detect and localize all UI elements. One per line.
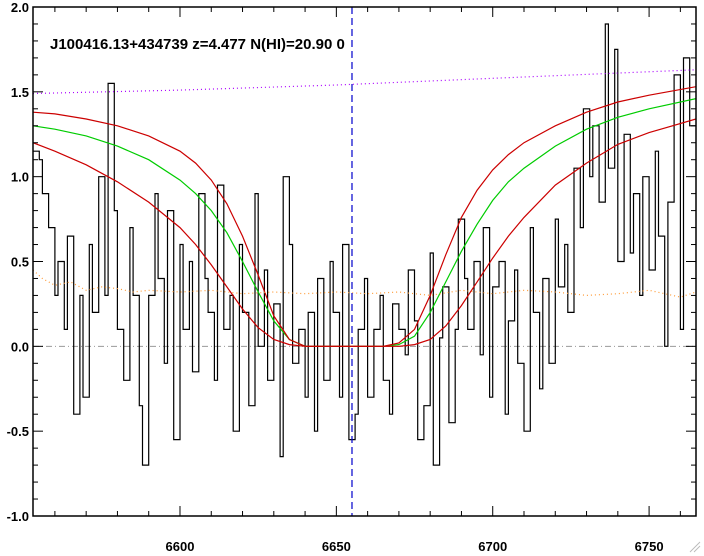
x-tick-label: 6600 [166, 539, 195, 554]
series-layer [33, 7, 696, 516]
x-tick-label: 6650 [322, 539, 351, 554]
axis-layer: 6600 6650 6700 6750 -1.0 -0.5 0.0 0.5 1.0 1.5 2.0 [7, 0, 697, 554]
x-tick-label: 6700 [478, 539, 507, 554]
chart-title: J100416.13+434739 z=4.477 N(HI)=20.90 0 [50, 36, 345, 53]
y-tick-label: 1.5 [11, 85, 29, 100]
resize-corner-icon [689, 541, 701, 553]
series-line-5 [33, 269, 696, 298]
x-tick-label: 6750 [635, 539, 664, 554]
y-tick-label: 0.0 [11, 339, 29, 354]
plot-area [33, 7, 696, 516]
y-tick-label: 1.0 [11, 170, 29, 185]
plot-frame [32, 6, 697, 517]
y-tick-label: -1.0 [7, 509, 29, 524]
y-tick-label: 0.5 [11, 255, 29, 270]
series-line-3 [33, 118, 696, 347]
y-tick-label: -0.5 [7, 424, 29, 439]
series-line-4 [33, 69, 696, 95]
series-line-0 [33, 23, 696, 466]
y-tick-label: 2.0 [11, 0, 29, 15]
